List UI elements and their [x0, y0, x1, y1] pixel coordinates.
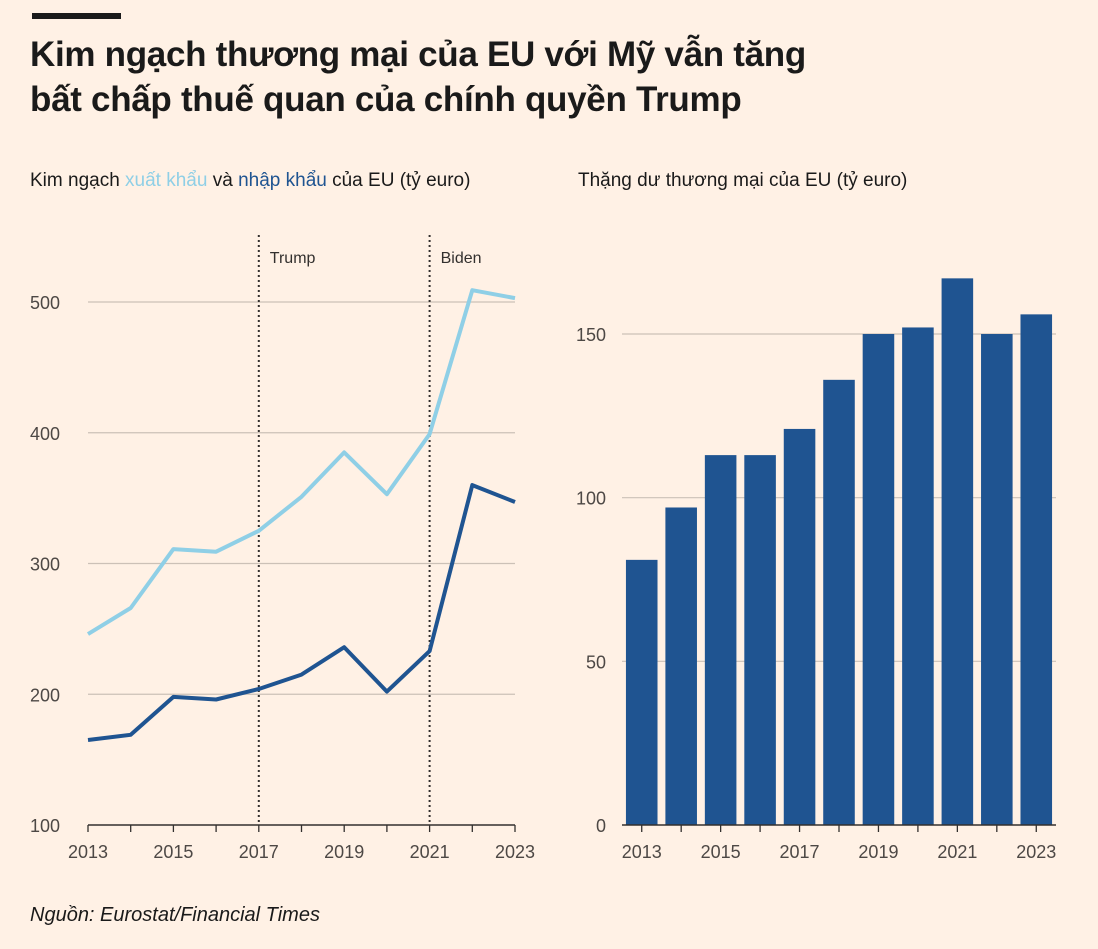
y-tick-label: 200: [30, 685, 60, 705]
y-tick-label: 50: [586, 652, 606, 672]
x-tick-label: 2019: [324, 842, 364, 862]
subtitle-prefix: Kim ngạch: [30, 170, 126, 191]
import-line: [87, 483, 516, 742]
bar-2014: [665, 507, 697, 825]
x-tick-label: 2013: [68, 842, 108, 862]
source-note: Nguồn: Eurostat/Financial Times: [30, 904, 320, 926]
y-tick-label: 500: [30, 293, 60, 313]
bar-2015: [704, 455, 737, 825]
bar-2022: [981, 334, 1013, 825]
x-tick-label: 2015: [701, 842, 741, 862]
y-tick-label: 0: [596, 816, 606, 836]
x-tick-label: 2017: [780, 842, 820, 862]
header-accent-bar: [32, 13, 121, 19]
line-chart-subtitle: Kim ngạch xuất khẩu và nhập khẩu của EU …: [30, 170, 470, 192]
y-tick-label: 400: [30, 424, 60, 444]
x-tick-label: 2021: [937, 842, 977, 862]
y-tick-label: 100: [576, 489, 606, 509]
bar-2020: [902, 327, 934, 825]
page-title: Kim ngạch thương mại của EU với Mỹ vẫn t…: [30, 32, 1070, 122]
y-tick-label: 150: [576, 325, 606, 345]
bar-chart-subtitle: Thặng dư thương mại của EU (tỷ euro): [578, 170, 908, 191]
subtitle-import-word: nhập khẩu: [238, 170, 327, 191]
bar-2019: [862, 334, 895, 825]
x-tick-label: 2023: [495, 842, 535, 862]
bar-2023: [1020, 314, 1053, 825]
x-tick-label: 2019: [858, 842, 898, 862]
bar-2021: [941, 278, 974, 825]
x-tick-label: 2021: [410, 842, 450, 862]
title-line-1: Kim ngạch thương mại của EU với Mỹ vẫn t…: [30, 35, 806, 74]
bar-2013: [625, 559, 658, 825]
x-tick-label: 2023: [1016, 842, 1056, 862]
bar-chart: 0 50 100 150 2013 2015 2017 2019 2021 2023: [576, 278, 1056, 862]
y-tick-label: 100: [30, 816, 60, 836]
annotation-label: Biden: [441, 250, 482, 267]
x-tick-label: 2017: [239, 842, 279, 862]
x-tick-label: 2013: [622, 842, 662, 862]
bar-2017: [783, 428, 816, 825]
title-line-2: bất chấp thuế quan của chính quyền Trump: [30, 80, 742, 119]
subtitle-suffix: của EU (tỷ euro): [326, 170, 471, 191]
bar-2018: [823, 379, 855, 825]
subtitle-export-word: xuất khẩu: [125, 170, 208, 191]
export-line: [86, 288, 516, 636]
x-tick-label: 2015: [153, 842, 193, 862]
subtitle-middle: và: [207, 170, 239, 191]
bar-2016: [744, 455, 776, 825]
y-tick-label: 300: [30, 555, 60, 575]
annotation-label: Trump: [270, 250, 316, 267]
line-chart: 100 200 300 400 500 2013 2015 2017 2019 2021 2023 T…: [30, 235, 535, 862]
